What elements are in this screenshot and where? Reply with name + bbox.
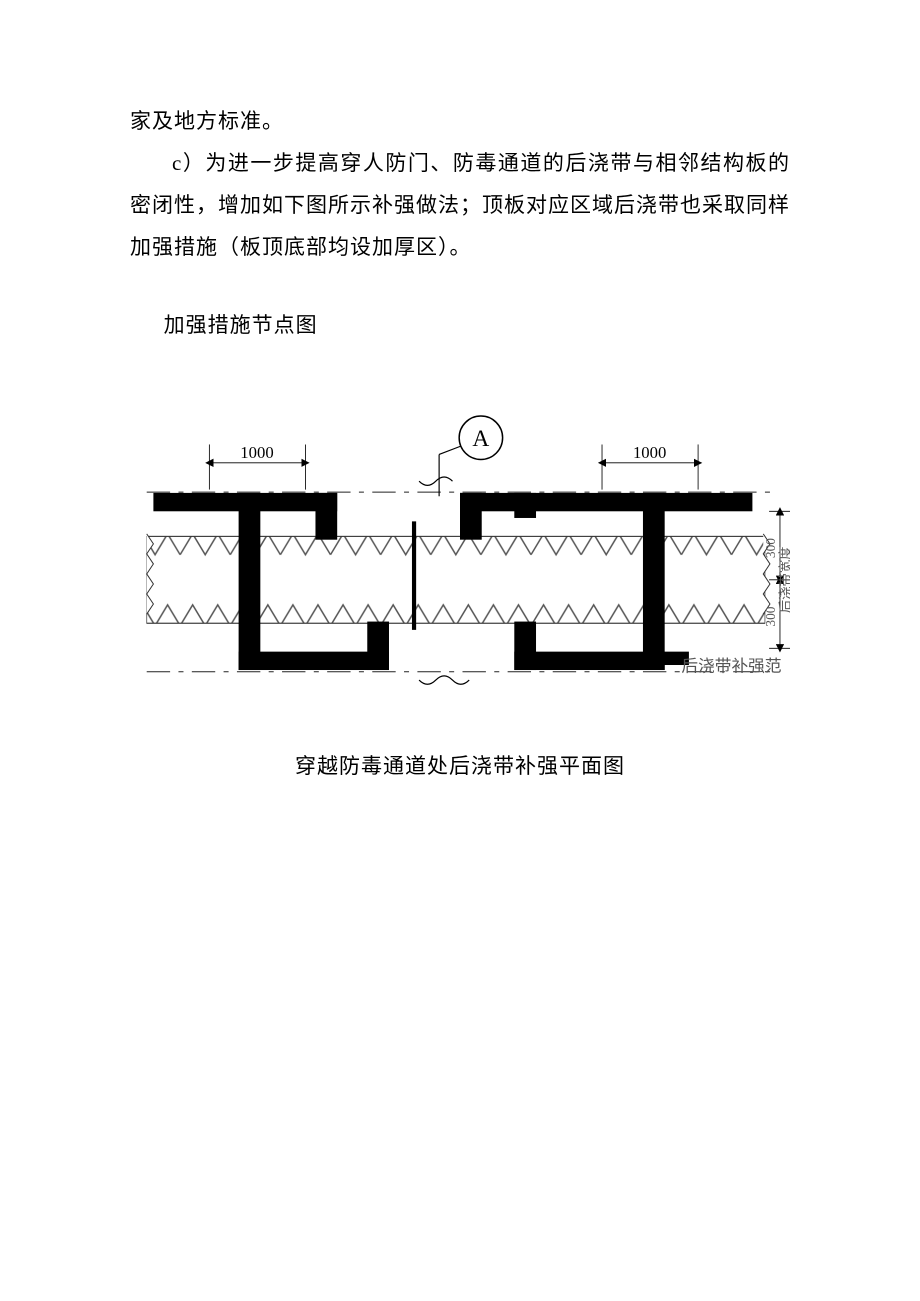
section-label: 加强措施节点图: [164, 304, 790, 346]
break-bot: [419, 676, 469, 684]
diagram-caption: 穿越防毒通道处后浇带补强平面图: [130, 750, 790, 780]
dim-right-1000: 1000: [602, 443, 698, 490]
reinforcement-plan-diagram: A 1000 1000: [130, 396, 790, 730]
bottom-right-label: 后浇带补强范: [681, 657, 781, 676]
paragraph-continue: 家及地方标准。: [130, 100, 790, 142]
svg-text:1000: 1000: [240, 443, 273, 462]
svg-text:后浇带宽度: 后浇带宽度: [777, 546, 790, 613]
callout-letter: A: [472, 426, 489, 452]
paragraph-c: c）为进一步提高穿人防门、防毒通道的后浇带与相邻结构板的密闭性，增加如下图所示补…: [130, 142, 790, 268]
diagram-container: A 1000 1000: [130, 396, 790, 780]
svg-text:300: 300: [763, 538, 778, 558]
dim-left-1000: 1000: [209, 443, 305, 490]
svg-text:300: 300: [763, 606, 778, 626]
break-top: [419, 477, 452, 485]
right-vert-label-group: 后浇带宽度: [777, 546, 790, 613]
svg-text:1000: 1000: [633, 443, 666, 462]
